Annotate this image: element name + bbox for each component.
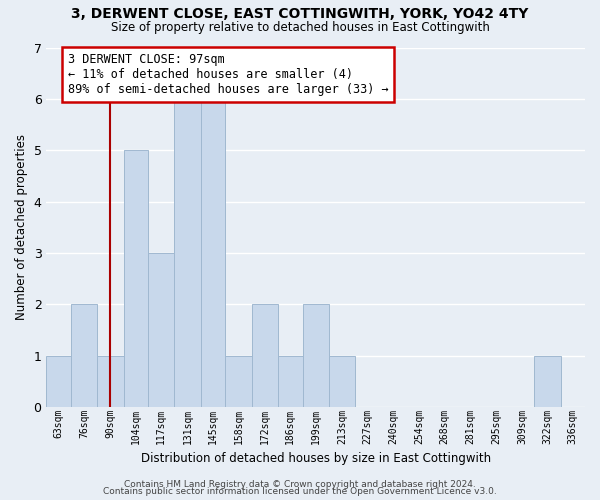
Bar <box>302 304 329 407</box>
Bar <box>329 356 355 407</box>
Text: Contains public sector information licensed under the Open Government Licence v3: Contains public sector information licen… <box>103 488 497 496</box>
Text: 3 DERWENT CLOSE: 97sqm
← 11% of detached houses are smaller (4)
89% of semi-deta: 3 DERWENT CLOSE: 97sqm ← 11% of detached… <box>68 53 389 96</box>
Bar <box>534 356 560 407</box>
Text: Contains HM Land Registry data © Crown copyright and database right 2024.: Contains HM Land Registry data © Crown c… <box>124 480 476 489</box>
Text: 3, DERWENT CLOSE, EAST COTTINGWITH, YORK, YO42 4TY: 3, DERWENT CLOSE, EAST COTTINGWITH, YORK… <box>71 8 529 22</box>
X-axis label: Distribution of detached houses by size in East Cottingwith: Distribution of detached houses by size … <box>140 452 491 465</box>
Bar <box>201 99 226 407</box>
Bar <box>278 356 302 407</box>
Bar <box>148 253 175 407</box>
Bar <box>226 356 251 407</box>
Bar <box>175 99 201 407</box>
Bar <box>251 304 278 407</box>
Bar <box>46 356 71 407</box>
Bar <box>97 356 124 407</box>
Y-axis label: Number of detached properties: Number of detached properties <box>15 134 28 320</box>
Text: Size of property relative to detached houses in East Cottingwith: Size of property relative to detached ho… <box>110 21 490 34</box>
Bar <box>71 304 97 407</box>
Bar <box>124 150 148 407</box>
